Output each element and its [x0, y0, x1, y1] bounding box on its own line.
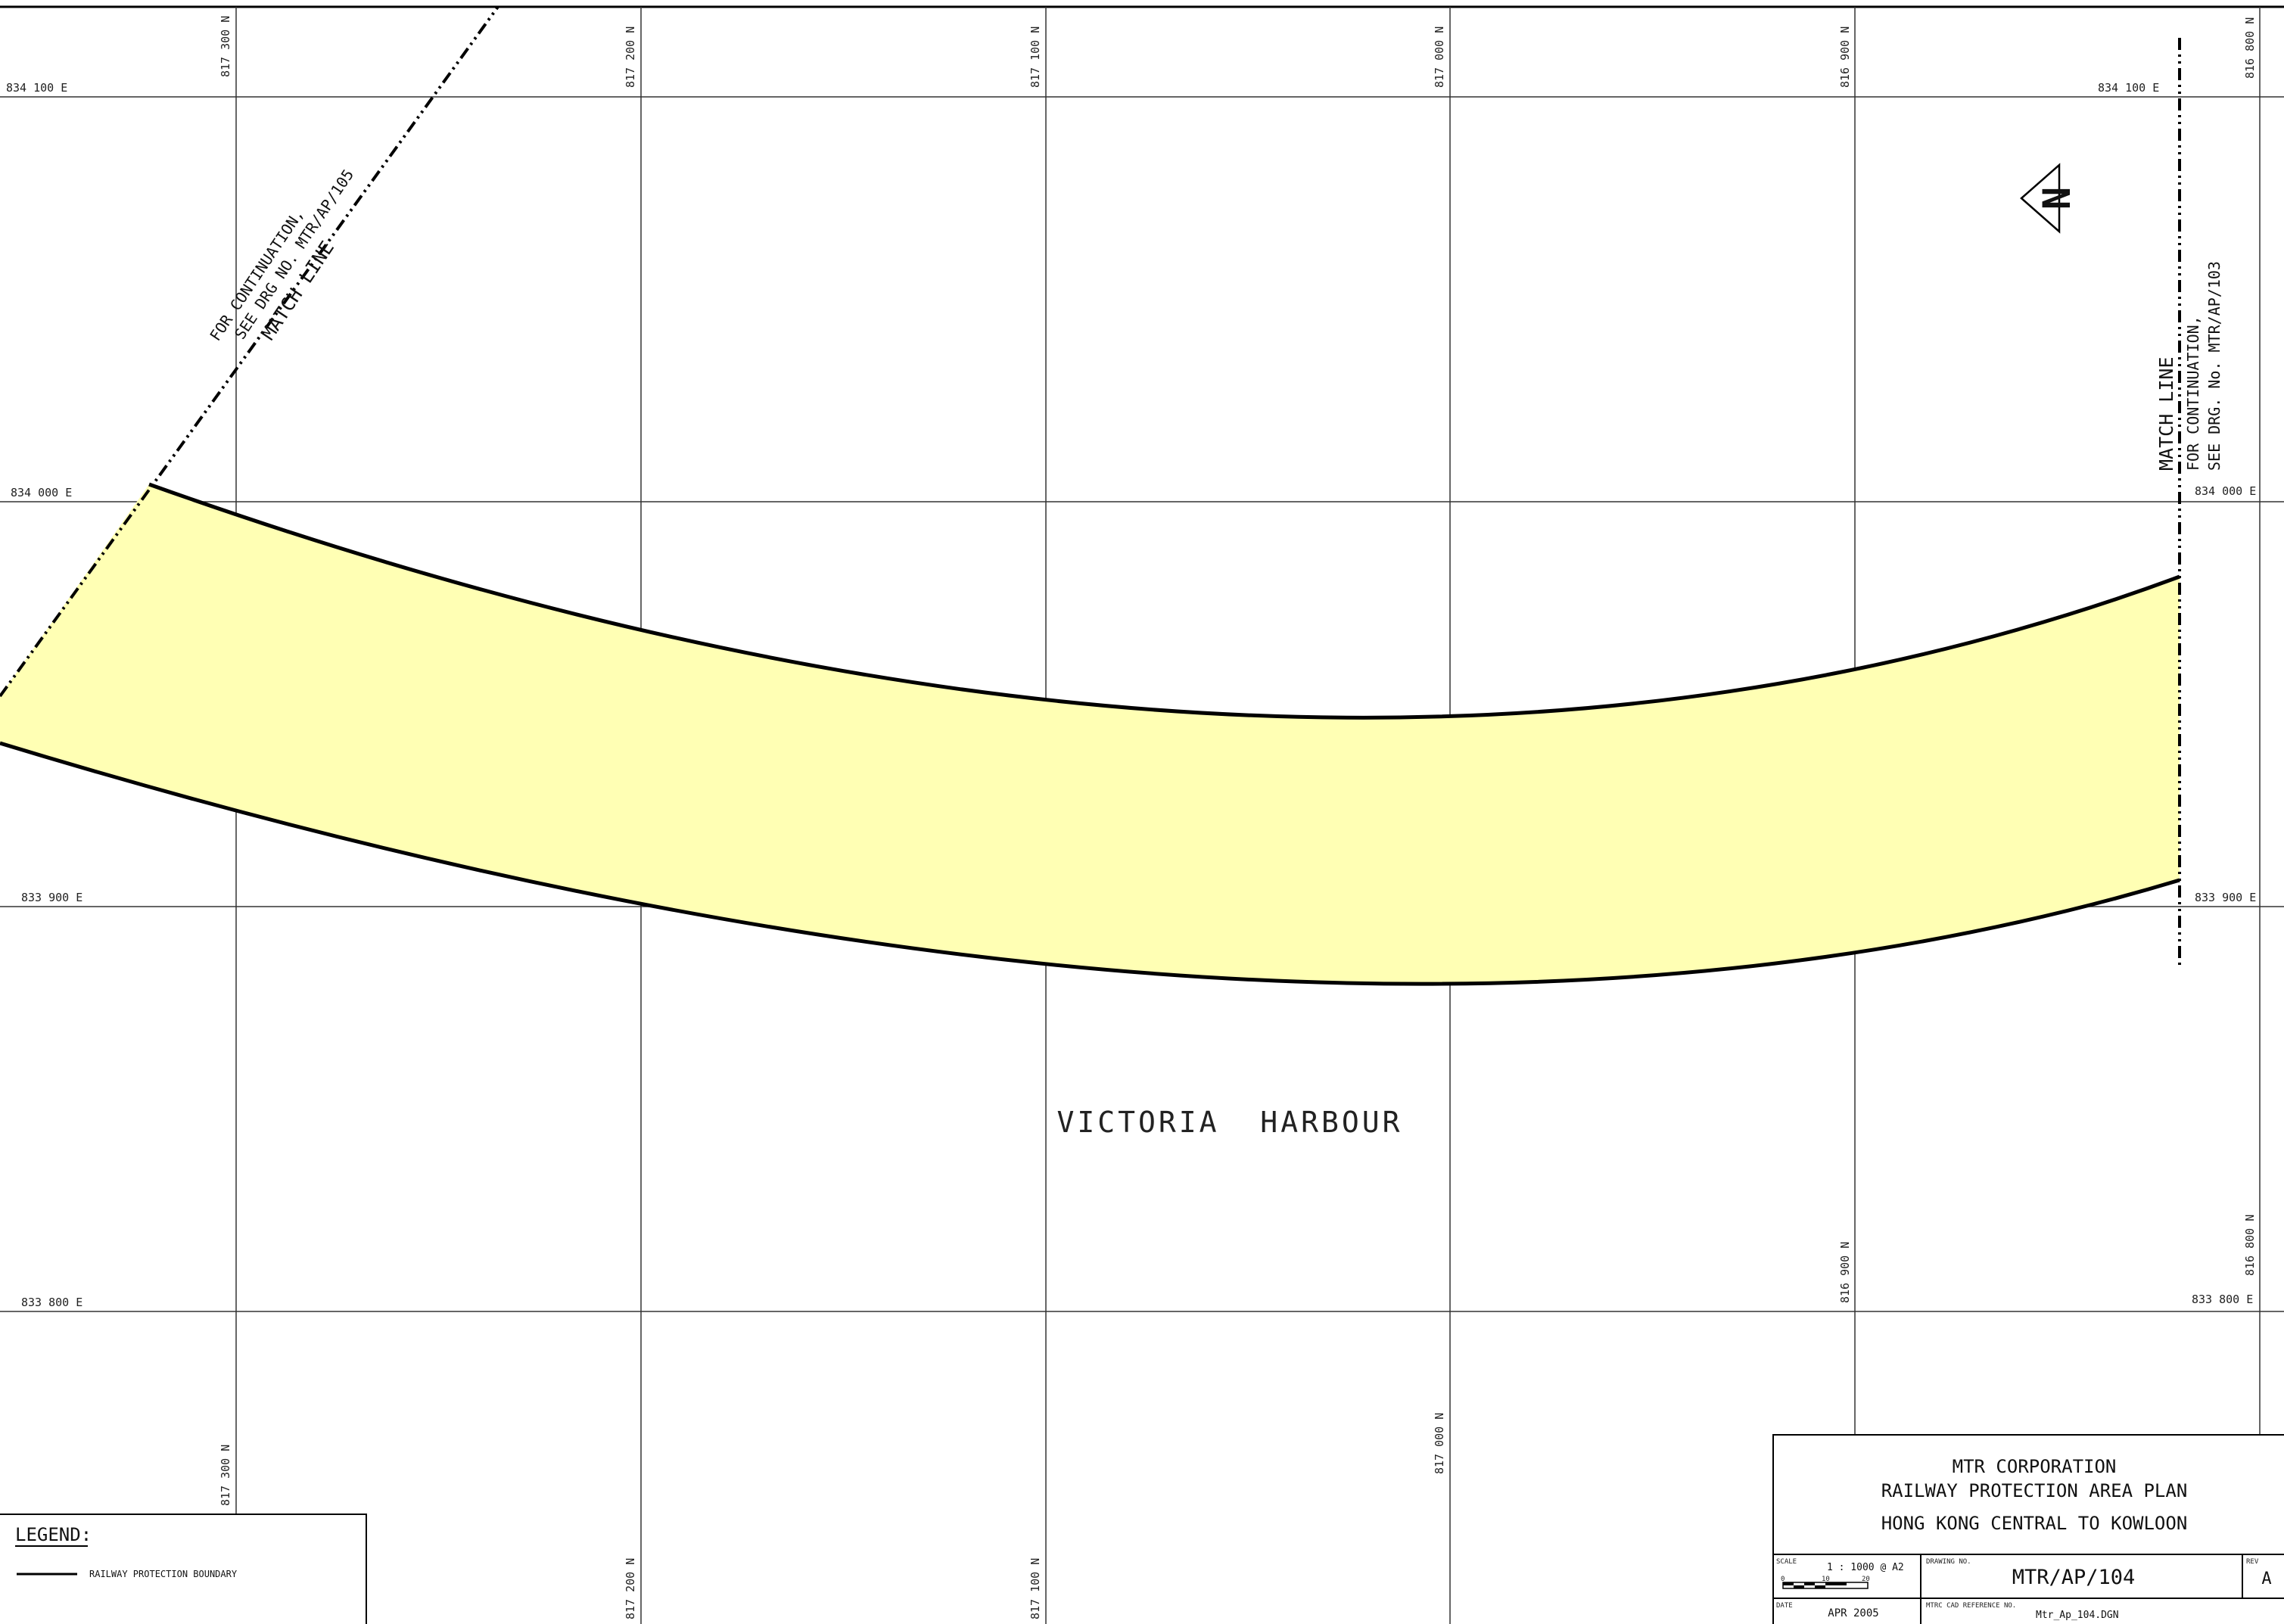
- title-block-frame: [1772, 1434, 2284, 1624]
- easting-label-834100-left: 834 100 E: [6, 81, 67, 95]
- easting-label-834000-left: 834 000 E: [11, 486, 72, 499]
- organisation-name: MTR CORPORATION: [1953, 1456, 2117, 1477]
- scale-value: 1 : 1000 @ A2: [1827, 1562, 1904, 1573]
- match-right-drawing-ref: SEE DRG. No. MTR/AP/103: [2205, 261, 2223, 471]
- railway-protection-area: [0, 482, 2180, 986]
- easting-label-833900-left: 833 900 E: [21, 891, 82, 904]
- revision-value: A: [2261, 1570, 2271, 1588]
- protection-boundary-upper: [148, 482, 2180, 720]
- cad-reference-value: Mtr_Ap_104.DGN: [2036, 1610, 2119, 1621]
- northing-label-817100-bottom: 817 100 N: [1028, 1558, 1042, 1619]
- scale-caption: SCALE: [1776, 1558, 1797, 1566]
- plan-type-title: RAILWAY PROTECTION AREA PLAN: [1881, 1480, 2188, 1501]
- scale-bar-tick: 10: [1822, 1576, 1830, 1583]
- northing-label-817200-top: 817 200 N: [624, 26, 637, 88]
- northing-label-817100-top: 817 100 N: [1028, 26, 1042, 88]
- protection-boundary-lower: [0, 741, 2180, 986]
- northing-label-817300-top: 817 300 N: [219, 16, 232, 77]
- scale-bar-segment: [1804, 1582, 1815, 1585]
- scale-bar: 0 10 20: [1781, 1576, 1870, 1589]
- water-body-label: VICTORIA HARBOUR: [1057, 1106, 1403, 1139]
- match-left-drawing-ref: SEE DRG NO. MTR/AP/105: [231, 166, 357, 342]
- easting-label-833800-left: 833 800 E: [21, 1296, 82, 1309]
- route-title: HONG KONG CENTRAL TO KOWLOON: [1881, 1513, 2188, 1534]
- easting-label-833900-right: 833 900 E: [2195, 891, 2256, 904]
- northing-label-816900-bottom: 816 900 N: [1838, 1242, 1852, 1303]
- match-line-right-annotation: MATCH LINE FOR CONTINUATION, SEE DRG. No…: [2155, 261, 2223, 471]
- north-arrow-letter: N: [2035, 187, 2079, 210]
- scale-bar-segment: [1794, 1585, 1804, 1588]
- northing-label-817000-top: 817 000 N: [1433, 26, 1446, 88]
- legend-title: LEGEND:: [15, 1524, 92, 1545]
- northing-label-816800-bottom: 816 800 N: [2243, 1215, 2257, 1276]
- scale-bar-tick: 20: [1862, 1576, 1870, 1583]
- date-caption: DATE: [1776, 1602, 1793, 1610]
- drawing-number: MTR/AP/104: [2012, 1566, 2136, 1589]
- northing-label-817000-bottom: 817 000 N: [1433, 1413, 1446, 1474]
- cad-reference-caption: MTRC CAD REFERENCE NO.: [1926, 1602, 2016, 1610]
- protection-area-fill: [0, 484, 2180, 985]
- legend: LEGEND: RAILWAY PROTECTION BOUNDARY: [0, 1514, 367, 1624]
- drawing-no-caption: DRAWING NO.: [1926, 1558, 1971, 1566]
- date-value: APR 2005: [1828, 1607, 1878, 1619]
- easting-label-833800-right: 833 800 E: [2192, 1293, 2253, 1306]
- legend-item-label: RAILWAY PROTECTION BOUNDARY: [89, 1569, 238, 1579]
- match-right-continuation-text: FOR CONTINUATION,: [2184, 316, 2202, 471]
- northing-label-817300-bottom: 817 300 N: [219, 1445, 232, 1506]
- title-block: MTR CORPORATION RAILWAY PROTECTION AREA …: [1772, 1434, 2284, 1624]
- scale-bar-segment: [1815, 1585, 1825, 1588]
- northing-label-816800-top: 816 800 N: [2243, 17, 2257, 79]
- revision-caption: REV: [2246, 1558, 2259, 1566]
- match-line-left: [0, 5, 499, 698]
- legend-box: [0, 1514, 367, 1624]
- match-line-left-annotation: FOR CONTINUATION, SEE DRG NO. MTR/AP/105…: [206, 166, 357, 344]
- northing-label-816900-top: 816 900 N: [1838, 26, 1852, 88]
- easting-label-834100-right: 834 100 E: [2098, 81, 2159, 95]
- north-arrow: N: [2020, 163, 2079, 234]
- scale-bar-segment: [1783, 1582, 1794, 1585]
- scale-bar-segment: [1825, 1582, 1847, 1585]
- northing-label-817200-bottom: 817 200 N: [624, 1558, 637, 1619]
- match-right-label: MATCH LINE: [2155, 356, 2177, 471]
- north-arrow-icon: [2020, 163, 2061, 234]
- scale-bar-tick: 0: [1781, 1576, 1785, 1583]
- easting-label-834000-right: 834 000 E: [2195, 484, 2256, 498]
